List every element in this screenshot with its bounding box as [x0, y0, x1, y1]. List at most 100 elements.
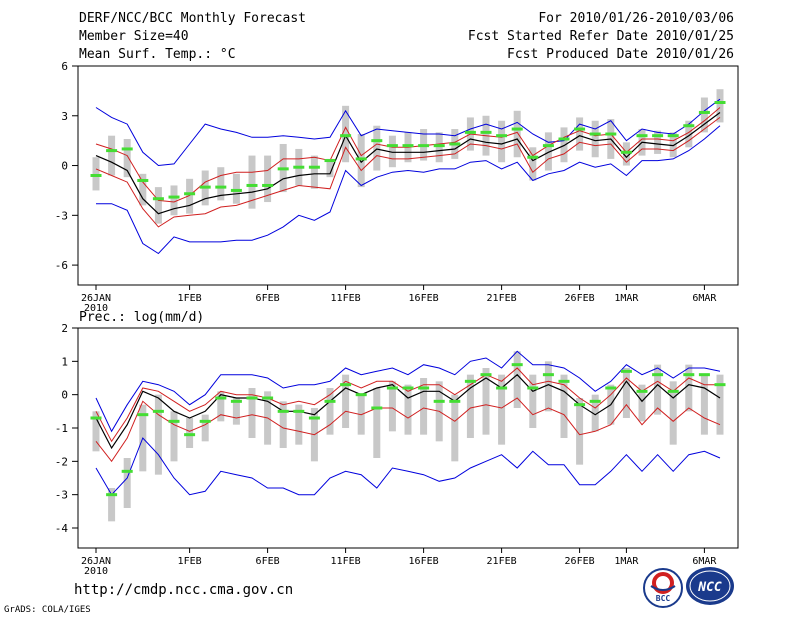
obs-marker	[355, 157, 367, 161]
obs-marker	[340, 134, 352, 138]
obs-marker	[480, 373, 492, 377]
obs-marker	[324, 399, 336, 403]
obs-marker	[698, 110, 710, 114]
y-tick-label: 1	[61, 355, 68, 368]
ensemble-box	[154, 187, 162, 224]
ensemble-box	[326, 158, 334, 178]
obs-marker	[542, 373, 554, 377]
obs-marker	[714, 101, 726, 104]
ensemble-box	[498, 374, 506, 445]
obs-marker	[574, 127, 586, 131]
obs-marker	[168, 195, 180, 199]
member-size: Member Size=40	[79, 29, 189, 44]
ensemble-box	[716, 89, 724, 123]
obs-marker	[277, 409, 289, 413]
x-tick-label: 1MAR	[614, 293, 639, 304]
top-chart-variable: Mean Surf. Temp.: °C	[79, 47, 236, 62]
forecast-period: For 2010/01/26-2010/03/06	[538, 11, 734, 26]
ensemble-box	[513, 351, 521, 408]
obs-marker	[293, 409, 305, 413]
ensemble-box	[716, 374, 724, 435]
obs-marker	[168, 419, 180, 423]
obs-marker	[542, 144, 554, 148]
x-tick-sublabel: 2010	[84, 303, 108, 314]
obs-marker	[589, 132, 601, 136]
obs-marker	[152, 197, 164, 201]
x-tick-label: 6FEB	[256, 293, 280, 304]
y-tick-label: -6	[55, 259, 68, 272]
ensemble-box	[685, 364, 693, 412]
ensemble-box	[232, 398, 240, 425]
ensemble-box	[92, 411, 100, 452]
obs-marker	[386, 386, 398, 390]
x-tick-label: 11FEB	[331, 293, 361, 304]
ensemble-box	[591, 120, 599, 158]
obs-marker	[714, 383, 726, 387]
ensemble-box	[108, 135, 116, 176]
ensemble-box	[295, 404, 303, 445]
obs-marker	[558, 379, 570, 383]
obs-marker	[667, 389, 679, 393]
ensemble-box	[654, 364, 662, 415]
ensemble-box	[217, 167, 225, 201]
obs-marker	[652, 373, 664, 377]
bottom-chart-variable: Prec.: log(mm/d)	[79, 310, 205, 325]
ensemble-box	[388, 135, 396, 168]
y-tick-label: -4	[55, 522, 69, 535]
obs-marker	[418, 386, 430, 390]
ensemble-box	[498, 120, 506, 163]
ensemble-box	[201, 414, 209, 442]
obs-marker	[90, 416, 102, 420]
ensemble-box	[170, 411, 178, 462]
obs-marker	[215, 185, 227, 189]
x-tick-label: 1FEB	[178, 556, 202, 567]
ensemble-box	[654, 130, 662, 154]
obs-marker	[324, 159, 336, 163]
obs-marker	[620, 369, 632, 373]
series-lower	[96, 125, 721, 255]
x-tick-label: 26FEB	[565, 293, 595, 304]
ensemble-box	[404, 384, 412, 435]
obs-marker	[371, 139, 383, 143]
obs-marker	[293, 165, 305, 169]
x-tick-label: 16FEB	[409, 293, 439, 304]
x-tick-label: 16FEB	[409, 556, 439, 567]
obs-marker	[262, 396, 274, 400]
x-tick-label: 1MAR	[614, 556, 639, 567]
series-mean	[95, 373, 721, 450]
obs-marker	[449, 142, 461, 146]
source-url[interactable]: http://cmdp.ncc.cma.gov.cn	[74, 582, 294, 598]
obs-marker	[511, 363, 523, 367]
obs-marker	[480, 130, 492, 134]
y-tick-label: -3	[55, 209, 68, 222]
ensemble-box	[310, 155, 318, 189]
x-tick-label: 26JAN	[81, 293, 111, 304]
ensemble-box	[560, 374, 568, 438]
series-mean	[95, 112, 721, 215]
x-tick-sublabel: 2010	[84, 566, 108, 577]
x-tick-label: 1FEB	[178, 293, 202, 304]
obs-marker	[527, 155, 539, 159]
obs-marker	[90, 174, 102, 177]
x-tick-label: 26FEB	[565, 556, 595, 567]
ensemble-box	[576, 117, 584, 151]
obs-marker	[199, 185, 211, 189]
obs-marker	[152, 409, 164, 413]
obs-marker	[355, 393, 367, 397]
ensemble-box	[154, 394, 162, 475]
y-tick-label: -2	[55, 455, 68, 468]
ensemble-box	[700, 97, 708, 133]
obs-marker	[246, 396, 258, 400]
ensemble-box	[248, 388, 256, 438]
obs-marker	[137, 413, 149, 417]
obs-marker	[636, 389, 648, 393]
ensemble-box	[622, 368, 630, 418]
ensemble-box	[669, 132, 677, 158]
ensemble-box	[108, 488, 116, 522]
obs-marker	[558, 137, 570, 141]
y-tick-label: 3	[61, 110, 68, 123]
obs-marker	[418, 144, 430, 148]
ensemble-box	[513, 110, 521, 158]
obs-marker	[652, 134, 664, 138]
ensemble-box	[342, 105, 350, 163]
